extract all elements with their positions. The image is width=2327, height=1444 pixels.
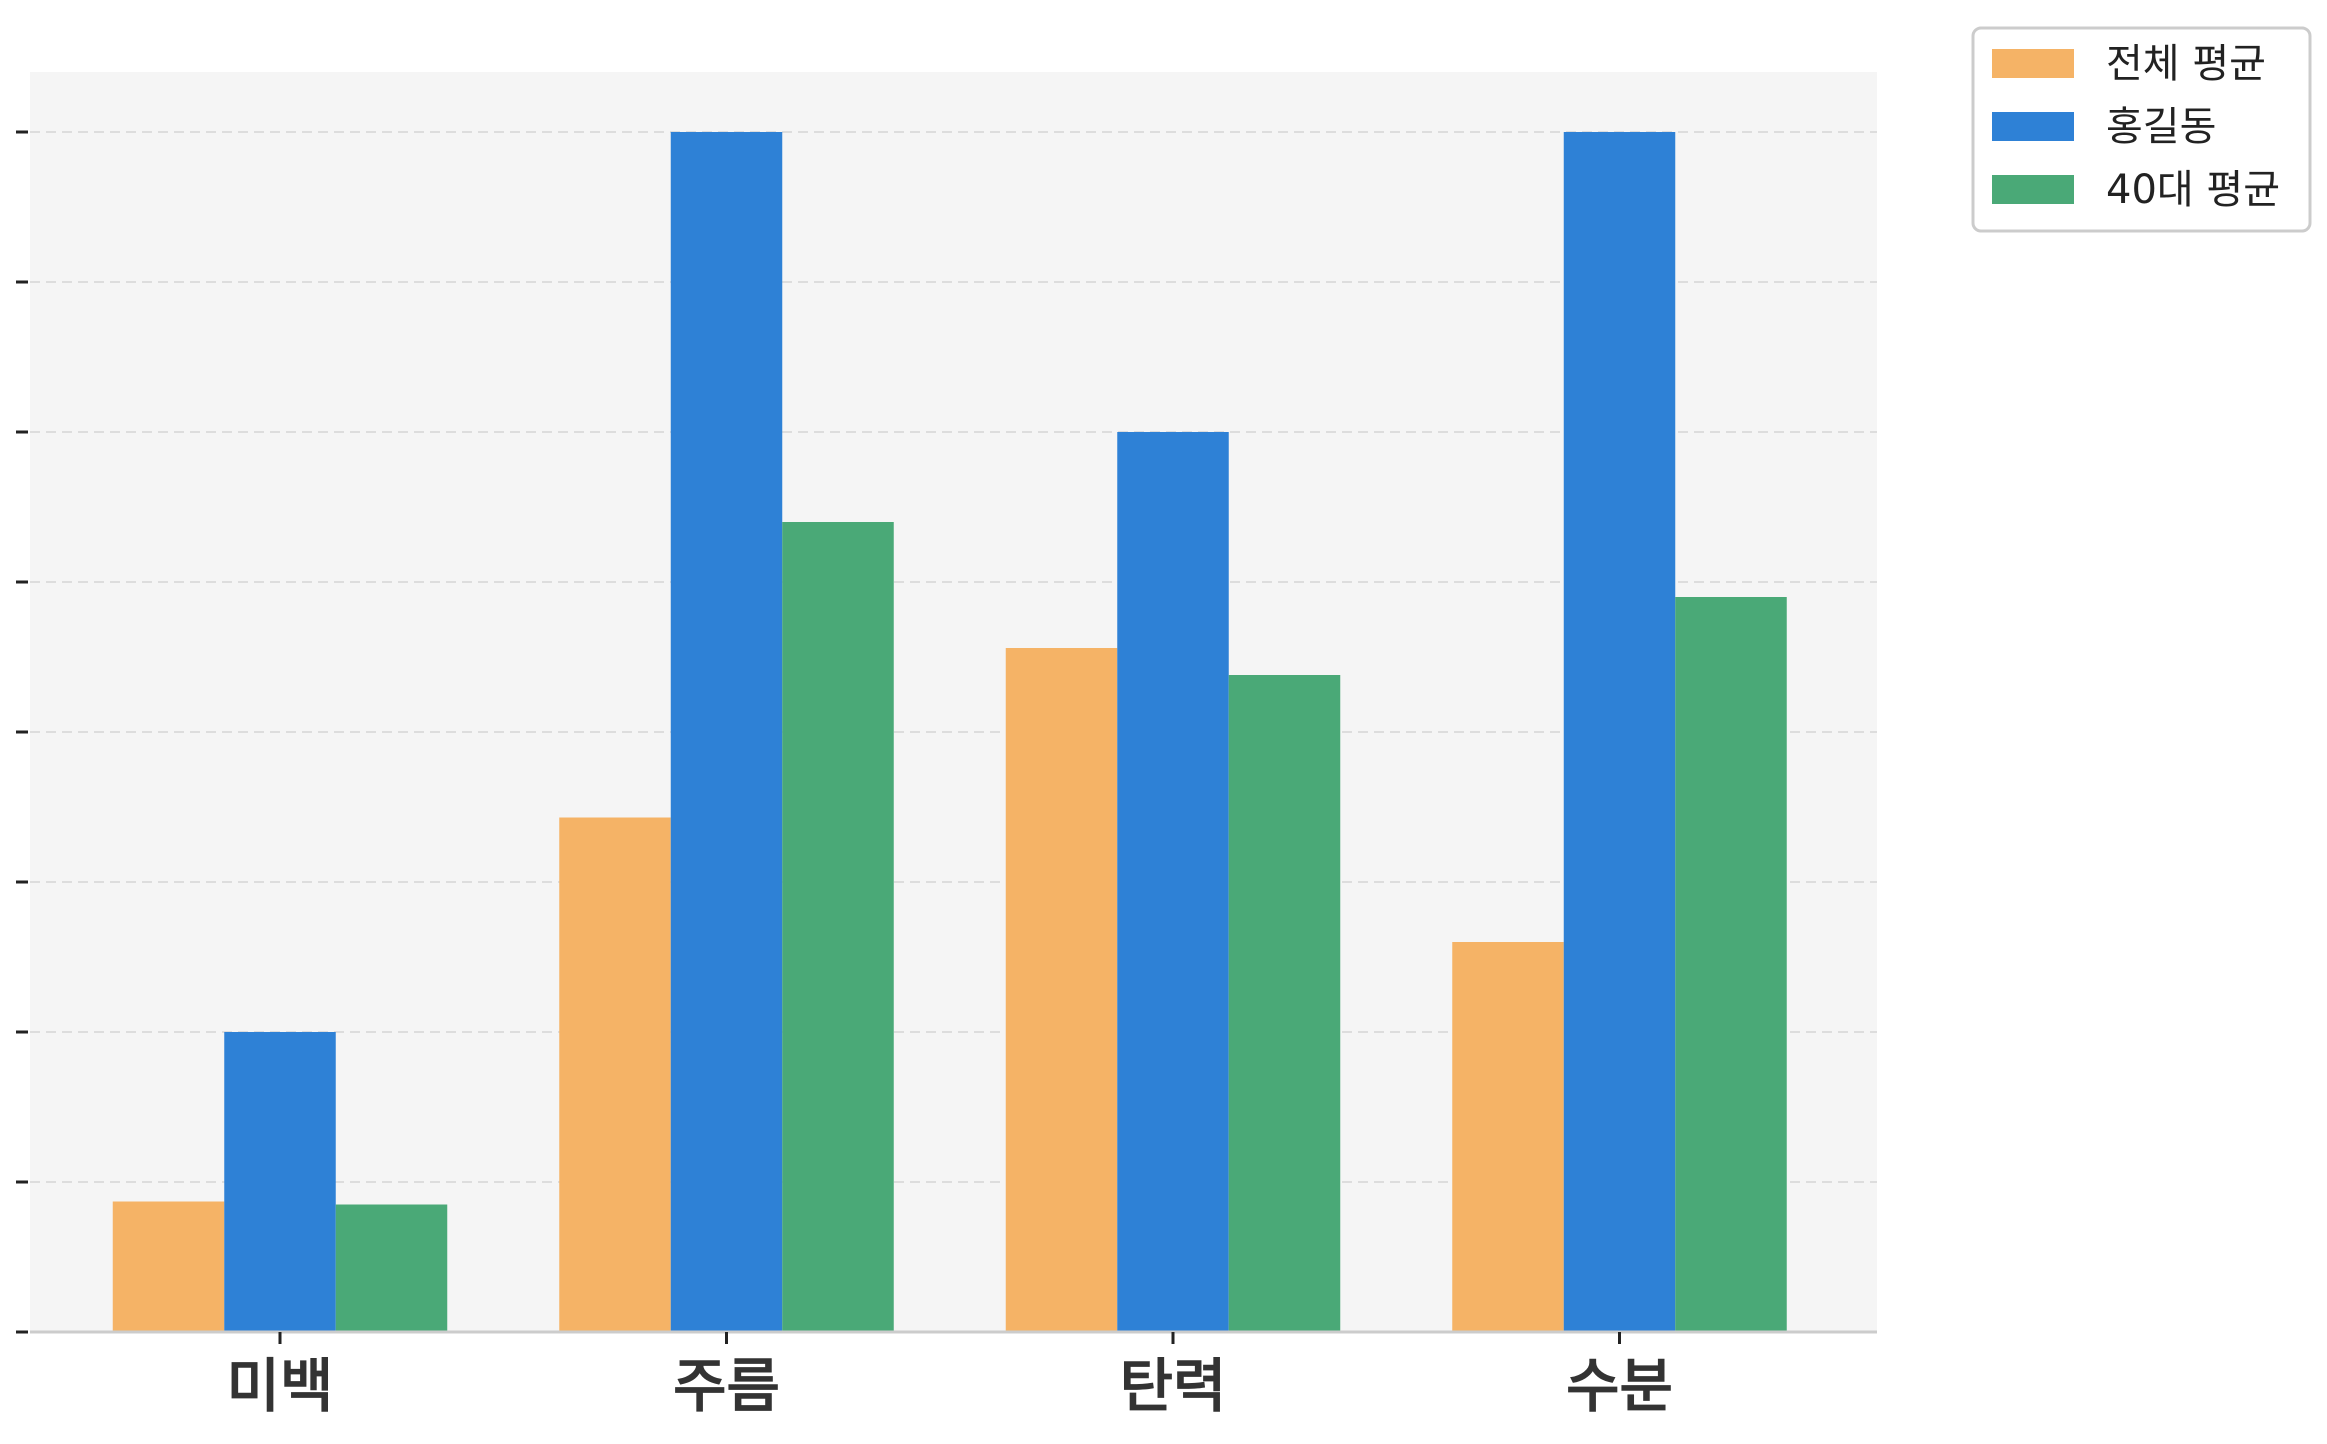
bar-2-1 (1117, 432, 1229, 1332)
bar-3-2 (1675, 597, 1787, 1332)
x-tick-label-1: 주름 (673, 1352, 780, 1420)
bars (112, 132, 1787, 1332)
bar-1-0 (559, 817, 671, 1332)
bar-0-0 (112, 1201, 225, 1332)
bar-3-0 (1452, 942, 1564, 1332)
x-tick-label-3: 수분 (1566, 1352, 1673, 1420)
legend-swatch-40s-average (1992, 175, 2074, 204)
bar-3-1 (1563, 132, 1676, 1332)
bar-0-2 (335, 1204, 448, 1332)
bar-0-1 (224, 1032, 336, 1332)
legend: 전체 평균 홍길동 40대 평균 (1971, 26, 2312, 233)
legend-swatch-overall-average (1992, 49, 2074, 78)
y-axis-ticks (16, 130, 28, 1334)
legend-label-hong-gildong: 홍길동 (2106, 104, 2216, 150)
bar-1-1 (670, 132, 783, 1332)
x-tick-label-0: 미백 (227, 1352, 334, 1420)
x-axis-tick-labels: 미백 주름 탄력 수분 (227, 1352, 1673, 1420)
bar-2-2 (1228, 675, 1341, 1332)
bar-1-2 (782, 522, 894, 1332)
legend-label-overall-average: 전체 평균 (2106, 41, 2266, 87)
legend-swatch-hong-gildong (1992, 112, 2074, 141)
legend-label-40s-average: 40대 평균 (2106, 167, 2280, 213)
x-tick-label-2: 탄력 (1120, 1352, 1227, 1420)
bar-2-0 (1005, 648, 1118, 1332)
x-axis-ticks (278, 1332, 1621, 1344)
